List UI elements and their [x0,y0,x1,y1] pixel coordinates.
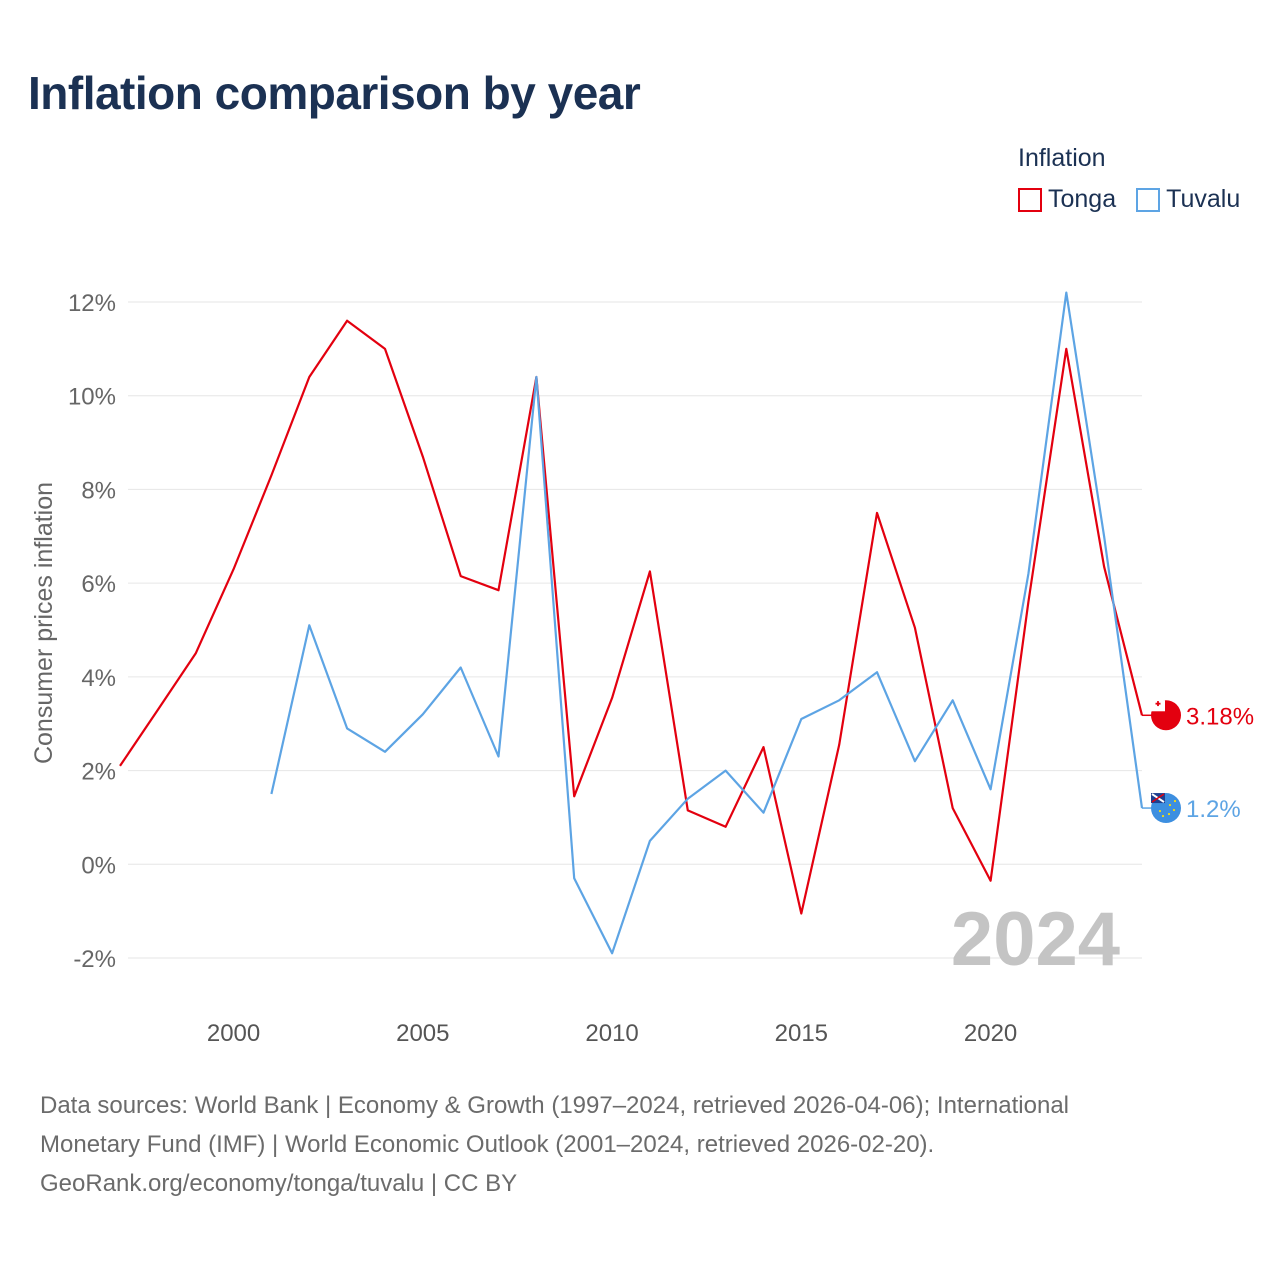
end-markers: 3.18% 1.2% [1142,700,1254,824]
x-tick-label: 2020 [964,1020,1017,1047]
y-tick-label: 2% [81,759,116,786]
legend-item-tuvalu[interactable]: Tuvalu [1136,185,1240,214]
y-tick-label: -2% [73,946,116,973]
y-tick-label: 0% [81,852,116,879]
x-tick-label: 2015 [775,1020,828,1047]
source-line-2: Monetary Fund (IMF) | World Economic Out… [40,1131,935,1158]
series-lines [119,291,1144,955]
data-source-note: Data sources: World Bank | Economy & Gro… [40,1086,1220,1203]
x-tick-label: 2010 [585,1020,638,1047]
x-tick-label: 2000 [207,1020,260,1047]
series-line-tonga [119,319,1144,915]
end-label-tonga: 3.18% [1186,703,1254,730]
legend-label-tonga: Tonga [1048,185,1117,213]
x-tick-label: 2005 [396,1020,449,1047]
x-axis-ticks: 2000 2005 2010 2015 2020 [207,1020,1017,1047]
year-watermark: 2024 [951,897,1120,982]
y-tick-label: 10% [68,384,116,411]
source-line-1: Data sources: World Bank | Economy & Gro… [40,1092,1070,1119]
y-axis-ticks: -2% 0% 2% 4% 6% 8% 10% 12% [68,290,116,973]
y-tick-label: 8% [81,477,116,504]
y-tick-label: 6% [81,571,116,598]
source-line-3: GeoRank.org/economy/tonga/tuvalu | CC BY [40,1170,518,1197]
y-axis-label: Consumer prices inflation [30,482,58,764]
line-chart: -2% 0% 2% 4% 6% 8% 10% 12% 2000 2005 2010 2015 2020… [30,290,1254,1047]
tuvalu-flag-marker [1151,793,1181,824]
legend-title: Inflation [1018,144,1106,172]
y-tick-label: 12% [68,290,116,317]
chart-title: Inflation comparison by year [28,67,641,119]
legend-swatch-tonga [1018,187,1042,212]
legend-swatch-tuvalu [1136,187,1161,212]
series-line-tuvalu [270,291,1144,955]
legend-item-tonga[interactable]: Tonga [1018,185,1116,214]
y-tick-label: 4% [81,665,116,692]
legend: Tonga Tuvalu [1018,185,1260,214]
tonga-flag-marker [1151,700,1181,731]
grid-lines [128,301,1142,959]
end-label-tuvalu: 1.2% [1186,796,1241,823]
legend-label-tuvalu: Tuvalu [1166,185,1241,213]
